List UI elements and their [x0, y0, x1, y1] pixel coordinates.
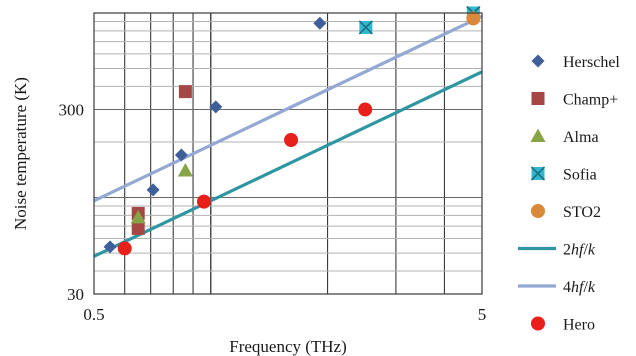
model-lines	[94, 14, 482, 258]
data-point-alma	[177, 163, 193, 177]
legend-swatch-alma	[530, 128, 546, 142]
legend: Herschel Champ+ Alma Sofia STO2 2hf/k 4hf/k Her…	[518, 54, 620, 334]
legend-label-sto2: STO2	[563, 204, 601, 221]
series-alma	[130, 163, 193, 224]
legend-item-2hf-k: 2hf/k	[518, 242, 596, 259]
series-line-2hf-k	[94, 70, 482, 258]
series-line-4hf-k	[94, 14, 482, 203]
data-point-hero	[358, 102, 373, 117]
legend-swatch-sofia-cross	[530, 166, 546, 181]
data-point-herschel	[209, 100, 223, 114]
legend-label-herschel: Herschel	[563, 54, 620, 71]
data-point-herschel	[146, 183, 160, 197]
data-point-sofia	[358, 20, 373, 35]
data-point-herschel	[313, 16, 327, 30]
legend-label-champ: Champ+	[563, 92, 618, 109]
legend-item-alma: Alma	[530, 128, 599, 146]
legend-item-champ: Champ+	[531, 92, 618, 109]
data-point-herschel	[174, 148, 188, 162]
axes: 0.5 5 30 300 Frequency (THz) Noise temperatur…	[11, 12, 487, 356]
plot-background	[94, 13, 482, 294]
legend-item-herschel: Herschel	[531, 54, 620, 71]
legend-swatch-sofia	[530, 166, 546, 181]
legend-swatch-hero	[531, 316, 545, 331]
y-axis-label: Noise temperature (K)	[11, 77, 30, 230]
data-point-hero	[196, 194, 211, 209]
plot-area	[94, 13, 482, 294]
series-sto2	[466, 11, 481, 26]
legend-label-sofia: Sofia	[563, 167, 597, 184]
x-tick-label: 0.5	[83, 305, 104, 324]
x-axis-label: Frequency (THz)	[229, 337, 347, 356]
legend-item-sto2: STO2	[531, 204, 601, 221]
legend-label-alma: Alma	[563, 129, 599, 146]
data-point-champ	[131, 221, 145, 235]
legend-swatch-champ	[531, 92, 545, 105]
legend-swatch-sto2	[531, 204, 545, 218]
data-point-sofia-cross	[358, 20, 373, 35]
series-herschel	[103, 16, 327, 254]
legend-item-4hf-k: 4hf/k	[518, 279, 596, 296]
data-point-alma	[130, 209, 146, 224]
data-point-herschel	[103, 240, 117, 254]
data-point-hero	[284, 132, 299, 147]
legend-label-4hf-k: 4hf/k	[563, 279, 596, 296]
series-hero	[117, 102, 373, 256]
data-point-sto2	[466, 11, 481, 26]
axis-frame	[93, 12, 483, 295]
legend-item-hero: Hero	[531, 316, 595, 334]
legend-label-hero: Hero	[563, 317, 595, 334]
y-tick-label: 300	[59, 100, 85, 119]
x-tick-label: 5	[478, 305, 487, 324]
data-point-hero	[117, 241, 132, 256]
data-points	[103, 5, 481, 256]
legend-label-2hf-k: 2hf/k	[563, 242, 596, 259]
legend-item-sofia: Sofia	[530, 166, 597, 184]
legend-swatch-herschel	[531, 54, 545, 68]
y-tick-label: 30	[67, 285, 84, 304]
data-point-champ	[178, 85, 192, 99]
